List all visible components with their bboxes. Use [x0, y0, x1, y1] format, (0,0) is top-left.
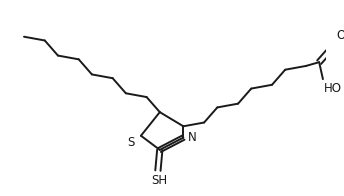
Text: S: S	[127, 136, 135, 149]
Text: HO: HO	[324, 82, 342, 95]
Text: O: O	[336, 29, 344, 42]
Text: N: N	[188, 131, 197, 144]
Text: SH: SH	[152, 174, 168, 187]
